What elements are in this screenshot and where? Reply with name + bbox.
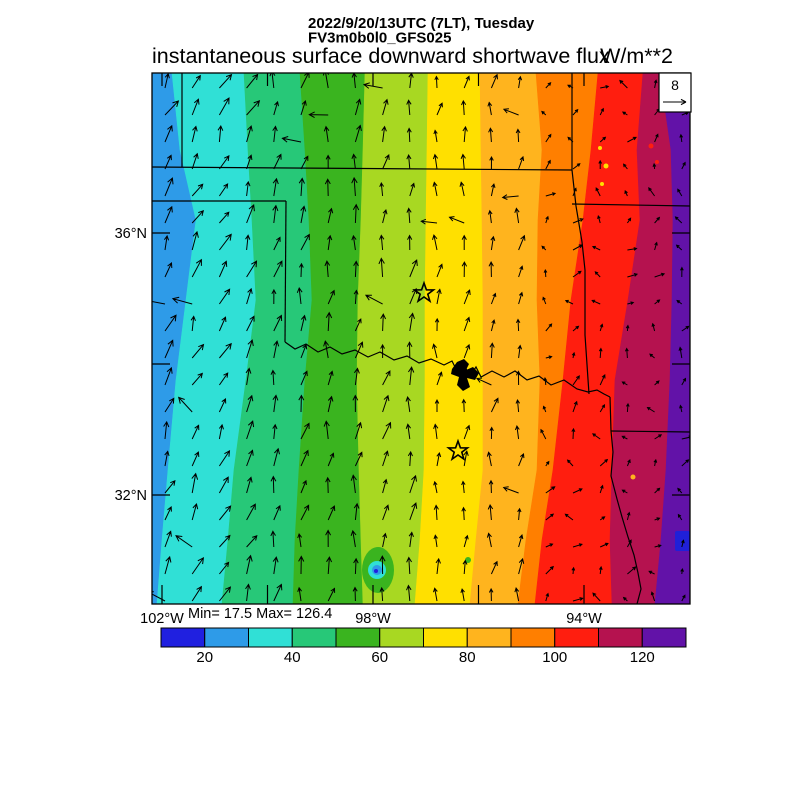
colorbar-cell [248,627,293,648]
flux-patch [655,160,659,164]
colorbar-cell [335,627,381,648]
colorbar-cell [641,627,687,648]
datetime-title: 2022/9/20/13UTC (7LT), Tuesday [308,15,535,32]
wind-arrows-path [152,73,690,602]
flux-band-field [152,73,690,604]
border-missouri-arkansas [571,203,690,207]
wind-vector-field [152,73,690,602]
colorbar-cell [204,627,249,648]
colorbar-cell [466,627,512,648]
flux-anomaly-patches [362,143,690,593]
state-borders [152,73,690,604]
colorbar-tick-label: 100 [542,649,567,666]
flux-patch [465,557,471,563]
main-title: instantaneous surface downward shortwave… [152,44,610,68]
city-star-icon [412,280,436,304]
colorbar-tick-label: 20 [196,649,213,666]
lat-tick-label: 32°N [115,488,147,504]
flux-band [356,73,429,604]
axis-labels: 102°W 98°W 94°W 36°N 32°N [115,226,603,627]
min-max-label: Min= 17.5 Max= 126.4 [188,606,332,622]
colorbar-tick-label: 60 [371,649,388,666]
model-title: FV3m0b0l0_GFS025 [308,30,451,47]
lon-tick-label: 94°W [566,611,602,627]
colorbar-cell [510,627,556,648]
flux-patch [598,146,602,150]
colorbar-tick-label: 40 [284,649,301,666]
colorbar-cell [291,627,337,648]
border-texas-oklahoma-100w [284,200,287,343]
reference-arrow-icon [663,98,687,106]
colorbar-cell [598,627,643,648]
lon-tick-label: 98°W [355,611,391,627]
border-arkansas-louisiana [610,430,690,433]
border-texas-louisiana-sabine [610,430,642,604]
reference-vector-value: 8 [671,77,679,93]
colorbar: 20 40 60 80 100 120 [160,627,687,666]
border-texas-arkansas [609,396,612,432]
axis-ticks [152,73,690,604]
colorbar-cell [554,627,599,648]
flux-patch [374,569,378,573]
flux-patch [600,182,604,186]
city-star-icon [446,438,470,462]
map-frame [151,72,691,605]
colorbar-cell [379,627,424,648]
colorbar-tick-label: 120 [630,649,655,666]
lon-tick-label: 102°W [140,611,184,627]
border-oklahoma-missouri-arkansas [571,169,590,395]
colorbar-cell [160,627,206,648]
border-kansas-oklahoma [152,166,573,171]
flux-patch [603,163,609,169]
flux-patch [648,143,654,149]
reference-vector-box: 8 [658,72,692,113]
units-label: W/m**2 [600,44,673,68]
colorbar-cell [423,627,468,648]
lat-tick-label: 36°N [115,226,147,242]
reference-vector-frame [658,72,692,113]
colorbar-tick-label: 80 [459,649,476,666]
flux-patch [630,474,636,480]
city-star-markers [412,280,470,462]
